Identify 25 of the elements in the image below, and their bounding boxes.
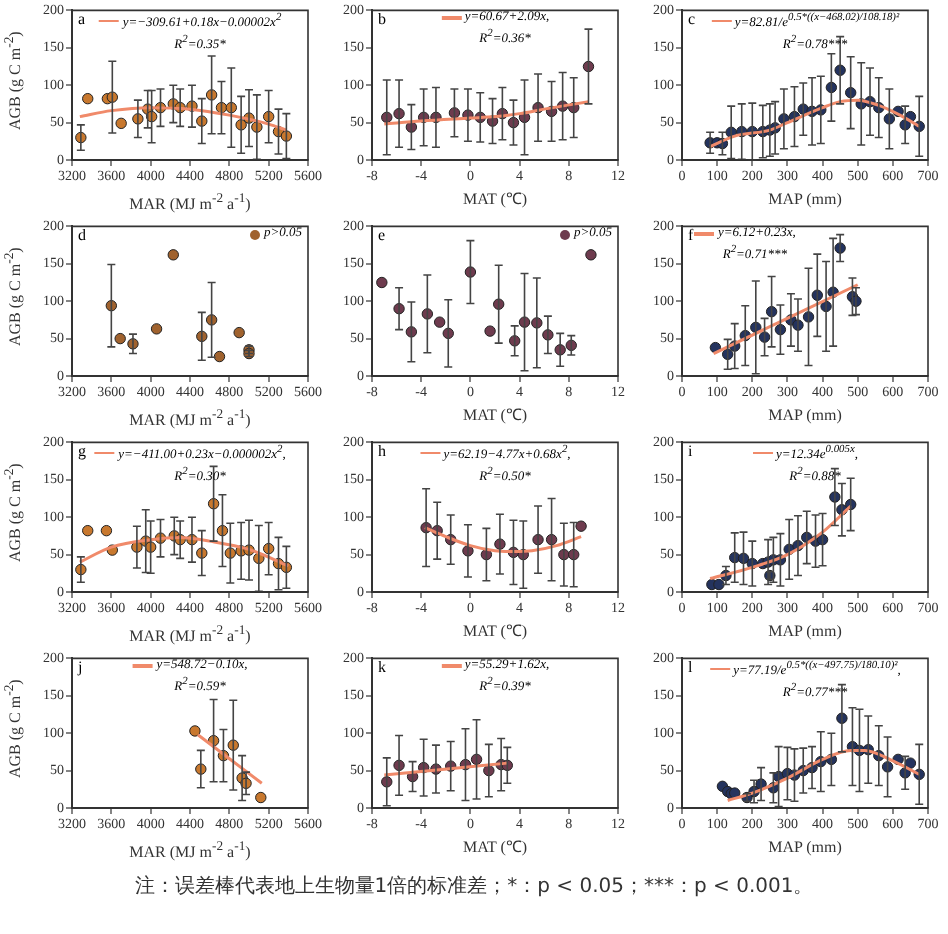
x-axis-title: MAP (mm)	[766, 620, 844, 642]
annotation: a	[78, 10, 86, 28]
x-axis-title: MAR (MJ m$^{-2}$ a$^{-1}$)	[127, 190, 253, 216]
x-axis-title: MAT (℃)	[460, 620, 530, 642]
x-axis-title: MAR (MJ m$^{-2}$ a$^{-1}$)	[127, 622, 253, 648]
annotation: d	[78, 226, 86, 244]
x-axis-title: MAR (MJ m$^{-2}$ a$^{-1}$)	[127, 406, 253, 432]
x-axis-title: MAT (℃)	[460, 188, 530, 210]
x-axis-title: MAP (mm)	[766, 404, 844, 426]
annotation: g	[78, 442, 86, 460]
annotation: c	[688, 10, 696, 28]
x-axis-title: MAP (mm)	[766, 188, 844, 210]
text: 注：误差棒代表地上生物量1倍的标准差；*：p < 0.05；***：p < 0.001。	[132, 873, 816, 900]
x-axis-title: MAP (mm)	[766, 836, 844, 858]
annotation: l	[688, 658, 693, 676]
annotation: k	[378, 658, 386, 676]
annotation: f	[688, 226, 694, 244]
annotation: b	[378, 10, 386, 28]
annotation: i	[688, 442, 693, 460]
annotation: e	[378, 226, 386, 244]
x-axis-title: MAR (MJ m$^{-2}$ a$^{-1}$)	[127, 838, 253, 864]
annotation: j	[78, 658, 83, 676]
annotation: h	[378, 442, 386, 460]
x-axis-title: MAT (℃)	[460, 404, 530, 426]
x-axis-title: MAT (℃)	[460, 836, 530, 858]
